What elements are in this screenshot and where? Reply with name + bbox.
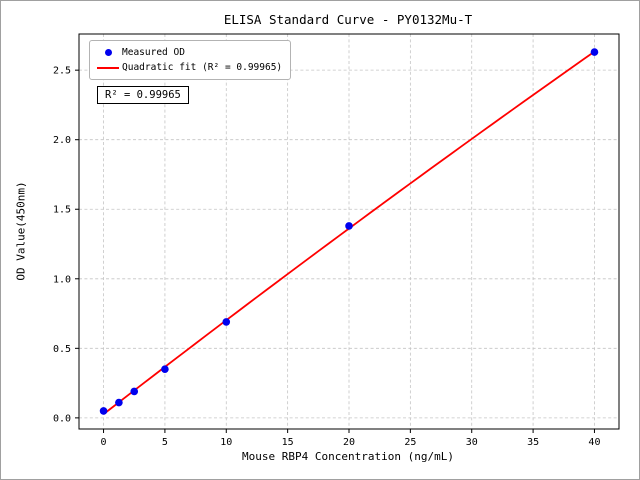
chart-title: ELISA Standard Curve - PY0132Mu-T (223, 12, 473, 27)
x-axis-label: Mouse RBP4 Concentration (ng/mL) (242, 450, 454, 463)
x-tick-label: 0 (101, 437, 107, 448)
x-tick-label: 10 (220, 437, 232, 448)
legend-label-quadratic-fit: Quadratic fit (R² = 0.99965) (122, 62, 283, 73)
x-tick-label: 30 (466, 437, 478, 448)
scatter-marker-icon (104, 49, 112, 56)
x-tick-label: 15 (282, 437, 294, 448)
y-tick-label: 0.5 (53, 344, 71, 355)
data-point (99, 407, 108, 415)
y-tick-label: 2.5 (53, 66, 71, 77)
x-tick-label: 35 (527, 437, 539, 448)
data-point (345, 222, 353, 230)
x-tick-label: 20 (343, 437, 355, 448)
x-tick-label: 40 (588, 437, 600, 448)
y-axis-label: OD Value(450nm) (14, 181, 28, 281)
y-tick-label: 1.5 (53, 205, 71, 216)
data-point (590, 48, 599, 56)
legend-item-measured-od: Measured OD (94, 45, 282, 60)
y-tick-label: 2.0 (53, 135, 71, 146)
legend: Measured OD Quadratic fit (R² = 0.99965) (89, 40, 292, 80)
x-tick-label: 5 (162, 437, 168, 448)
legend-marker-area (94, 49, 122, 56)
r-squared-annotation: R² = 0.99965 (97, 86, 189, 104)
legend-item-quadratic-fit: Quadratic fit (R² = 0.99965) (94, 60, 282, 75)
data-point (222, 318, 231, 326)
line-marker-icon (97, 66, 119, 69)
data-point (115, 398, 123, 407)
y-tick-label: 1.0 (53, 274, 71, 285)
y-tick-label: 0.0 (53, 413, 71, 424)
legend-label-measured-od: Measured OD (122, 47, 185, 58)
data-point (161, 365, 169, 373)
data-point (130, 387, 139, 396)
legend-marker-area (94, 66, 122, 69)
x-tick-label: 25 (404, 437, 416, 448)
